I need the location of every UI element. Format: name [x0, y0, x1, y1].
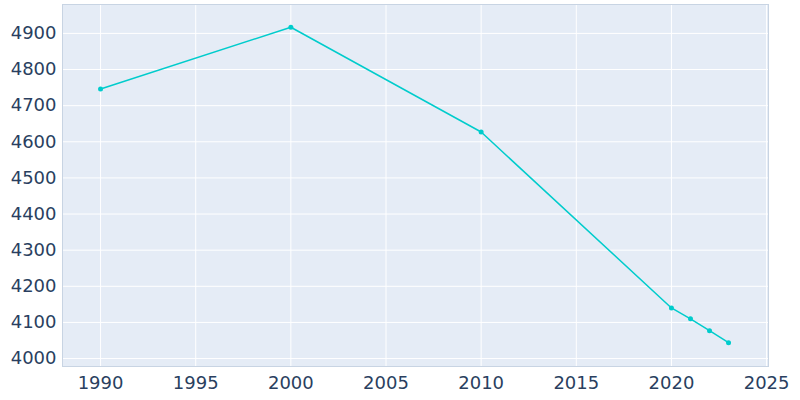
svg-text:4000: 4000	[11, 347, 57, 368]
svg-text:2020: 2020	[649, 372, 695, 393]
svg-text:1995: 1995	[173, 372, 219, 393]
svg-text:4700: 4700	[11, 94, 57, 115]
svg-text:4900: 4900	[11, 22, 57, 43]
svg-text:4600: 4600	[11, 131, 57, 152]
svg-text:4400: 4400	[11, 203, 57, 224]
svg-text:4800: 4800	[11, 58, 57, 79]
svg-text:4300: 4300	[11, 239, 57, 260]
svg-text:2015: 2015	[553, 372, 599, 393]
svg-text:1990: 1990	[78, 372, 124, 393]
svg-text:4500: 4500	[11, 167, 57, 188]
svg-text:2005: 2005	[363, 372, 409, 393]
svg-text:4200: 4200	[11, 275, 57, 296]
svg-text:2025: 2025	[744, 372, 790, 393]
svg-text:2010: 2010	[458, 372, 504, 393]
svg-text:4100: 4100	[11, 311, 57, 332]
svg-text:2000: 2000	[268, 372, 314, 393]
